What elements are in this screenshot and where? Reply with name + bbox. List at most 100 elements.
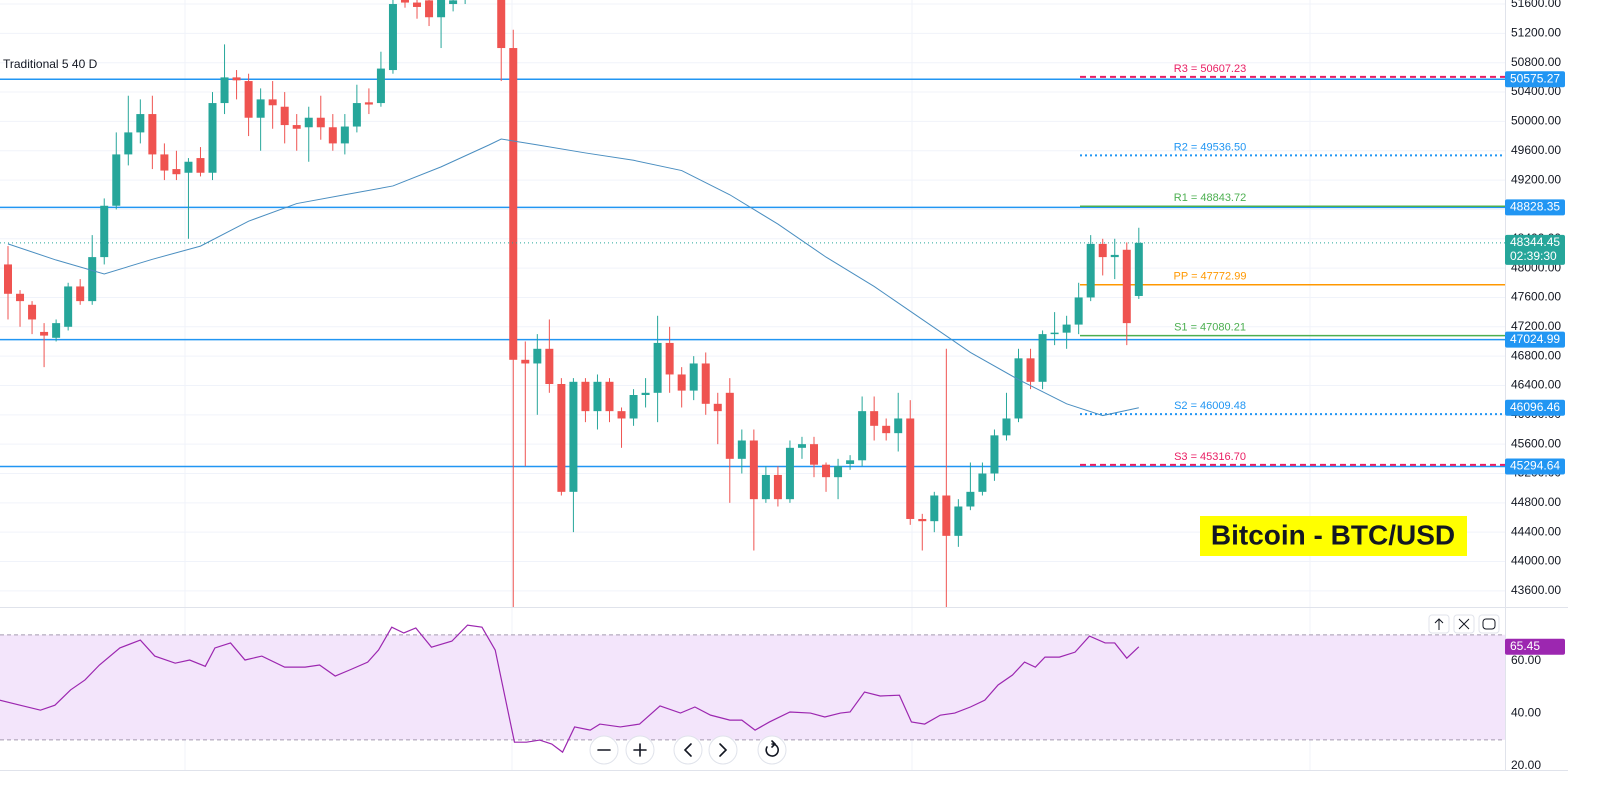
ma-value-label: 46096.46 <box>1510 400 1560 414</box>
candle-body <box>737 440 746 459</box>
candle-body <box>653 342 662 393</box>
title-box <box>1200 516 1467 556</box>
candle-body <box>533 348 542 364</box>
candle-body <box>966 491 975 507</box>
candle-body <box>1122 249 1131 324</box>
arrow-icon <box>1434 618 1444 630</box>
navigation-buttons[interactable] <box>589 735 787 765</box>
pivot-label: PP = 47772.99 <box>1174 271 1247 283</box>
candle-body <box>701 363 710 404</box>
candle-body <box>400 0 409 3</box>
candle-body <box>40 331 49 336</box>
candle-body <box>906 418 915 519</box>
candle-body <box>76 286 85 302</box>
y-tick-label: 46800.00 <box>1511 348 1561 362</box>
candle-body <box>1086 243 1095 298</box>
pivot-label: S1 = 47080.21 <box>1174 321 1246 333</box>
candle-body <box>930 495 939 522</box>
candle-body <box>3 264 12 294</box>
candle-body <box>761 474 770 500</box>
last-price-box <box>1505 234 1565 265</box>
y-tick-label: 46400.00 <box>1511 378 1561 392</box>
level-box <box>1505 199 1565 216</box>
candle-body <box>629 395 638 419</box>
pivot-label: S2 = 46009.48 <box>1174 400 1246 412</box>
candle-body <box>605 381 614 412</box>
candle-body <box>1050 332 1059 335</box>
candle-body <box>689 363 698 391</box>
candle-body <box>870 411 879 426</box>
candle-body <box>388 4 397 71</box>
pivot-label: R1 = 48843.72 <box>1174 192 1246 204</box>
candle-body <box>641 392 650 396</box>
candle-body <box>1074 297 1083 325</box>
candle-body <box>617 411 626 419</box>
y-tick-label: 50400.00 <box>1511 84 1561 98</box>
candle-body <box>810 444 819 465</box>
candle-body <box>990 435 999 474</box>
candle-body <box>713 403 722 412</box>
level-box <box>1505 331 1565 348</box>
rsi-value-label: 65.45 <box>1510 639 1540 653</box>
candle-body <box>232 77 241 81</box>
y-tick-label: 43600.00 <box>1511 583 1561 597</box>
y-tick-label: 50800.00 <box>1511 55 1561 69</box>
ma-value-box <box>1505 399 1565 416</box>
close-icon <box>1458 618 1470 630</box>
y-tick-label: 49200.00 <box>1511 172 1561 186</box>
candle-body <box>364 102 373 105</box>
candle-body <box>978 473 987 492</box>
candle-body <box>894 418 903 434</box>
candle-body <box>1110 254 1119 258</box>
candle-body <box>220 77 229 104</box>
candle-body <box>196 158 205 173</box>
zoom-in-button[interactable] <box>625 735 655 765</box>
maximize-icon <box>1482 618 1496 630</box>
candle-body <box>268 99 277 106</box>
pane-buttons[interactable] <box>1428 614 1500 634</box>
y-tick-label: 60.00 <box>1511 653 1541 667</box>
candle-body <box>822 464 831 478</box>
y-tick-label: 44000.00 <box>1511 554 1561 568</box>
candle-body <box>413 2 422 7</box>
candle-body <box>773 474 782 500</box>
candle-body <box>52 323 61 338</box>
candle-body <box>148 114 157 155</box>
candle-body <box>1098 243 1107 258</box>
pivot-label: S3 = 45316.70 <box>1174 451 1246 463</box>
candle-body <box>352 103 361 127</box>
candle-body <box>593 381 602 412</box>
rsi-value-box <box>1505 638 1565 655</box>
zoom-out-button[interactable] <box>589 735 619 765</box>
candle-body <box>497 0 506 49</box>
candle-body <box>557 384 566 492</box>
maximize-button[interactable] <box>1478 614 1500 634</box>
candle-body <box>292 125 301 129</box>
last-price-countdown: 02:39:30 <box>1510 249 1557 263</box>
rsi-line <box>0 624 1140 754</box>
candle-body <box>64 286 73 327</box>
reset-button[interactable] <box>757 735 787 765</box>
y-tick-label: 44800.00 <box>1511 495 1561 509</box>
candle-body <box>256 99 265 118</box>
candle-body <box>882 425 891 434</box>
candle-body <box>569 381 578 492</box>
candle-body <box>749 440 758 500</box>
chart-title: Bitcoin - BTC/USD <box>1211 519 1455 550</box>
candle-body <box>160 154 169 171</box>
y-tick-label: 51600.00 <box>1511 0 1561 10</box>
candle-body <box>834 466 843 478</box>
candle-body <box>208 103 217 173</box>
scroll-right-button[interactable] <box>708 735 738 765</box>
candle-body <box>16 293 25 302</box>
candle-body <box>100 205 109 258</box>
candle-body <box>785 447 794 500</box>
candle-body <box>918 518 927 522</box>
candle-body <box>521 359 530 364</box>
level-label: 45294.64 <box>1510 459 1560 473</box>
pivot-label: R3 = 50607.23 <box>1174 63 1246 75</box>
candle-body <box>677 374 686 391</box>
candle-body <box>172 169 181 175</box>
scroll-left-button[interactable] <box>673 735 703 765</box>
candle-body <box>797 444 806 448</box>
